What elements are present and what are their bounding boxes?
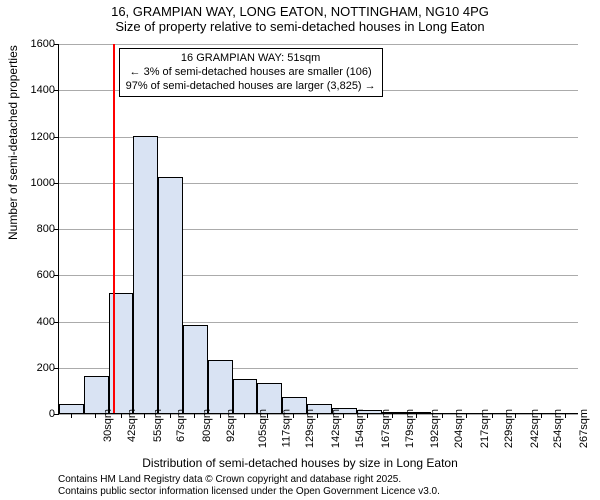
histogram-bar [183, 325, 208, 413]
xtick-label: 192sqm [430, 409, 442, 448]
ytick-label: 1000 [17, 177, 55, 189]
xtick-mark [515, 413, 516, 418]
histogram-bar [208, 360, 233, 413]
xtick-mark [442, 413, 443, 418]
histogram-bar [59, 404, 84, 413]
xtick-mark [121, 413, 122, 418]
footer-attribution: Contains HM Land Registry data © Crown c… [58, 474, 440, 498]
xtick-mark [244, 413, 245, 418]
histogram-bar [158, 177, 183, 413]
plot-area: 0200400600800100012001400160030sqm42sqm5… [58, 44, 578, 414]
xtick-mark [392, 413, 393, 418]
xtick-label: 67sqm [175, 409, 187, 442]
xtick-mark [317, 413, 318, 418]
xtick-mark [144, 413, 145, 418]
xtick-mark [466, 413, 467, 418]
title-block: 16, GRAMPIAN WAY, LONG EATON, NOTTINGHAM… [0, 4, 600, 34]
xtick-mark [492, 413, 493, 418]
xtick-mark [170, 413, 171, 418]
ytick-label: 1600 [17, 38, 55, 50]
chart-container: 16, GRAMPIAN WAY, LONG EATON, NOTTINGHAM… [0, 0, 600, 500]
ytick-label: 1200 [17, 131, 55, 143]
xtick-label: 167sqm [380, 409, 392, 448]
xtick-label: 154sqm [354, 409, 366, 448]
xtick-label: 80sqm [201, 409, 213, 442]
xtick-mark [71, 413, 72, 418]
xtick-mark [194, 413, 195, 418]
annotation-line: ← 3% of semi-detached houses are smaller… [126, 66, 376, 80]
xtick-mark [565, 413, 566, 418]
xtick-label: 142sqm [330, 409, 342, 448]
ytick-label: 200 [17, 362, 55, 374]
annotation-line: 16 GRAMPIAN WAY: 51sqm [126, 52, 376, 66]
xtick-label: 217sqm [479, 409, 491, 448]
xtick-label: 229sqm [503, 409, 515, 448]
reference-line [113, 44, 115, 413]
xtick-mark [220, 413, 221, 418]
xtick-label: 204sqm [453, 409, 465, 448]
xtick-label: 254sqm [553, 409, 565, 448]
xtick-mark [541, 413, 542, 418]
xtick-label: 267sqm [578, 409, 590, 448]
xtick-mark [293, 413, 294, 418]
histogram-bar [133, 136, 158, 414]
xtick-mark [95, 413, 96, 418]
ytick-label: 400 [17, 316, 55, 328]
xtick-label: 42sqm [126, 409, 138, 442]
histogram-bar [84, 376, 109, 413]
ytick-label: 0 [17, 408, 55, 420]
ytick-label: 1400 [17, 84, 55, 96]
annotation-line: 97% of semi-detached houses are larger (… [126, 80, 376, 94]
title-line-1: 16, GRAMPIAN WAY, LONG EATON, NOTTINGHAM… [0, 4, 600, 19]
x-axis-label: Distribution of semi-detached houses by … [0, 456, 600, 470]
xtick-mark [367, 413, 368, 418]
footer-line-1: Contains HM Land Registry data © Crown c… [58, 474, 440, 486]
xtick-label: 242sqm [529, 409, 541, 448]
xtick-label: 129sqm [305, 409, 317, 448]
xtick-label: 55sqm [152, 409, 164, 442]
xtick-label: 179sqm [404, 409, 416, 448]
xtick-label: 117sqm [280, 409, 292, 447]
xtick-label: 92sqm [225, 409, 237, 442]
gridline-h [59, 44, 578, 45]
title-line-2: Size of property relative to semi-detach… [0, 19, 600, 34]
histogram-bar [233, 379, 258, 413]
ytick-label: 600 [17, 269, 55, 281]
xtick-mark [267, 413, 268, 418]
annotation-box: 16 GRAMPIAN WAY: 51sqm← 3% of semi-detac… [119, 48, 383, 97]
ytick-label: 800 [17, 223, 55, 235]
xtick-mark [343, 413, 344, 418]
footer-line-2: Contains public sector information licen… [58, 486, 440, 498]
xtick-mark [416, 413, 417, 418]
y-axis-label: Number of semi-detached properties [6, 45, 20, 240]
xtick-label: 30sqm [102, 409, 114, 442]
